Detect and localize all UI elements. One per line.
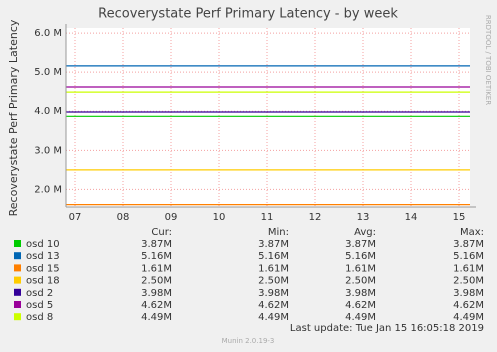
legend-swatch [14,240,21,247]
stat-value: 4.62M [453,300,484,311]
y-tick-label: 2.0 M [34,184,62,195]
stat-value: 4.62M [345,300,376,311]
legend-label: osd 8 [26,312,53,323]
stat-value: 2.50M [453,276,484,287]
stat-value: 1.61M [345,263,376,274]
x-tick-label: 13 [357,212,370,223]
y-tick-label: 6.0 M [34,28,62,39]
stat-header: Avg: [354,227,376,238]
stat-value: 4.49M [345,312,376,323]
stat-value: 2.50M [141,276,172,287]
y-tick-label: 3.0 M [34,145,62,156]
legend-swatch [14,276,21,284]
legend-label: osd 5 [26,300,53,311]
stat-value: 3.98M [141,288,172,299]
stat-value: 1.61M [453,263,484,274]
stat-value: 3.98M [345,288,376,299]
x-tick-label: 09 [165,212,178,223]
x-tick-label: 15 [453,212,466,223]
legend-label: osd 18 [26,276,60,287]
stat-header: Max: [460,227,484,238]
legend-label: osd 15 [26,263,60,274]
y-tick-label: 5.0 M [34,67,62,78]
stat-value: 5.16M [345,251,376,262]
legend-swatch [14,264,21,272]
x-tick-label: 12 [309,212,322,223]
stat-value: 2.50M [345,276,376,287]
stat-value: 3.87M [258,239,289,250]
y-axis-label: Recoverystate Perf Primary Latency [7,19,20,216]
y-tick-label: 4.0 M [34,106,62,117]
stat-value: 4.49M [258,312,289,323]
stat-value: 4.62M [258,300,289,311]
legend-swatch [14,288,21,296]
x-tick-label: 08 [117,212,130,223]
legend-label: osd 10 [26,239,60,250]
last-update: Last update: Tue Jan 15 16:05:18 2019 [290,323,484,334]
stat-value: 5.16M [453,251,484,262]
stat-value: 4.62M [141,300,172,311]
x-tick-label: 07 [69,212,82,223]
stat-value: 3.98M [453,288,484,299]
legend-label: osd 2 [26,288,53,299]
stat-header: Min: [268,227,289,238]
legend-label: osd 13 [26,251,60,262]
stat-value: 1.61M [258,263,289,274]
footer: Munin 2.0.19-3 [222,337,275,345]
stat-header: Cur: [151,227,172,238]
stat-value: 4.49M [141,312,172,323]
x-tick-label: 10 [213,212,226,223]
stat-value: 5.16M [141,251,172,262]
x-tick-label: 11 [261,212,274,223]
legend-swatch [14,313,21,321]
stat-value: 3.87M [345,239,376,250]
legend-swatch [14,301,21,308]
stat-value: 5.16M [258,251,289,262]
legend-swatch [14,252,21,260]
stat-value: 2.50M [258,276,289,287]
chart-title: Recoverystate Perf Primary Latency - by … [98,7,398,22]
stat-value: 3.98M [258,288,289,299]
stat-value: 1.61M [141,263,172,274]
x-tick-label: 14 [405,212,418,223]
stat-value: 3.87M [141,239,172,250]
side-text: RRDTOOL / TOBI OETIKER [484,15,492,105]
stat-value: 4.49M [453,312,484,323]
plot-area [66,28,470,207]
stat-value: 3.87M [453,239,484,250]
